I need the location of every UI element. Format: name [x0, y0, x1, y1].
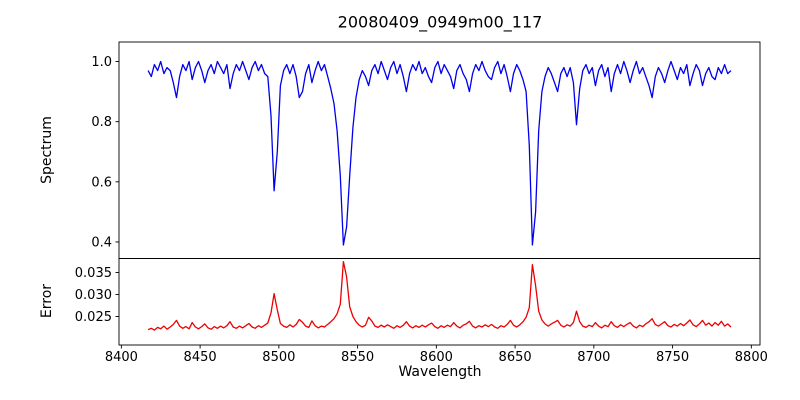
- error-y-tick-label: 0.030: [75, 288, 112, 303]
- error-y-tick-label: 0.035: [75, 266, 112, 281]
- chart-title: 20080409_0949m00_117: [337, 12, 543, 32]
- x-tick-label: 8700: [577, 350, 610, 365]
- error-panel-frame: [118, 258, 761, 346]
- x-axis-label: Wavelength: [398, 364, 482, 380]
- x-tick-label: 8400: [105, 350, 138, 365]
- spectrum-y-tick-label: 0.8: [91, 115, 112, 130]
- spectrum-line: [147, 60, 732, 246]
- spectrum-y-tick-label: 1.0: [91, 55, 112, 70]
- spectrum-y-tick-label: 0.6: [91, 175, 112, 190]
- x-tick-label: 8600: [420, 350, 453, 365]
- spectrum-y-tick-label: 0.4: [91, 235, 112, 250]
- x-tick-label: 8800: [735, 350, 768, 365]
- x-tick-label: 8750: [656, 350, 689, 365]
- x-tick-label: 8650: [499, 350, 532, 365]
- x-tick-label: 8550: [341, 350, 374, 365]
- y-axis-label-spectrum: Spectrum: [39, 116, 55, 184]
- error-y-tick-label: 0.025: [75, 310, 112, 325]
- x-tick-label: 8450: [184, 350, 217, 365]
- spectrum-panel-frame: [118, 41, 761, 259]
- x-tick-label: 8500: [262, 350, 295, 365]
- error-line: [147, 260, 732, 331]
- y-axis-label-error: Error: [39, 283, 55, 319]
